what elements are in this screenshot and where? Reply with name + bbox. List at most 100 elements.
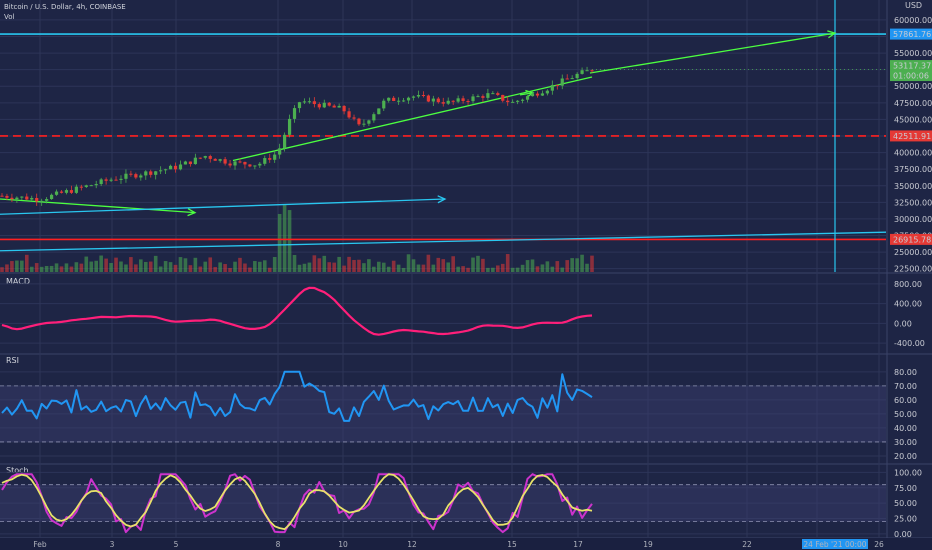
volume-bar-57 <box>282 204 287 272</box>
volume-bar-32 <box>158 266 163 272</box>
volume-bar-78 <box>386 266 391 272</box>
candle-body-100 <box>496 93 500 95</box>
volume-bar-35 <box>173 264 178 272</box>
candle-body-96 <box>476 96 480 98</box>
volume-bar-68 <box>337 256 341 272</box>
candle-body-76 <box>377 108 381 115</box>
price-tick-7: 40000.00 <box>894 149 932 158</box>
candle-body-68 <box>337 105 341 108</box>
volume-bar-45 <box>223 264 227 272</box>
price-badge-3 <box>890 130 932 142</box>
volume-bar-60 <box>297 264 302 272</box>
candle-body-35 <box>173 165 178 170</box>
candle-body-36 <box>178 164 183 170</box>
volume-bar-115 <box>570 258 574 272</box>
candle-body-81 <box>401 100 406 102</box>
candle-body-11 <box>54 191 59 195</box>
volume-bar-84 <box>416 264 421 272</box>
volume-bar-61 <box>302 263 307 272</box>
candle-body-54 <box>268 158 272 160</box>
candle-body-91 <box>451 100 455 102</box>
price-tick-10: 47500.00 <box>894 99 932 108</box>
candle-body-2 <box>10 197 14 200</box>
time-tick-5: 12 <box>407 540 417 549</box>
volume-bar-79 <box>391 260 396 272</box>
volume-bar-24 <box>119 261 123 272</box>
price-tick-6: 37500.00 <box>894 165 932 174</box>
rsi-tick-3: 50.00 <box>894 410 917 419</box>
candle-body-69 <box>342 105 346 112</box>
price-tick-9: 45000.00 <box>894 115 932 124</box>
volume-bar-55 <box>272 256 277 272</box>
stoch-tick-2: 50.00 <box>894 499 917 508</box>
trend-cyan-lower <box>0 231 887 252</box>
candle-body-98 <box>486 93 490 98</box>
volume-bar-74 <box>367 259 371 272</box>
macd-tick-0: -400.00 <box>894 339 925 348</box>
volume-bar-58 <box>287 210 292 272</box>
time-tick-7: 17 <box>573 540 583 549</box>
macd-tick-1: 0.00 <box>894 319 912 328</box>
volume-bar-21 <box>104 258 108 272</box>
candle-body-111 <box>550 84 554 91</box>
candle-body-101 <box>501 94 505 101</box>
volume-bar-108 <box>535 266 540 272</box>
price-tick-0: 22500.00 <box>894 265 932 274</box>
candle-body-12 <box>59 191 64 193</box>
stoch-d-line <box>1 473 593 530</box>
trend-green-projection <box>589 32 836 74</box>
volume-bar-64 <box>317 258 322 272</box>
candle-body-22 <box>109 179 113 181</box>
candle-body-84 <box>416 95 421 97</box>
date-badge-text: 24 Feb '21 00:00 <box>803 540 866 549</box>
volume-bar-26 <box>129 257 133 272</box>
trend-green-small <box>519 92 534 96</box>
price-badge-2 <box>890 70 932 82</box>
candle-body-60 <box>297 102 302 109</box>
candle-body-38 <box>188 161 193 165</box>
candle-body-70 <box>347 111 351 118</box>
volume-bar-4 <box>20 260 24 272</box>
candle-body-119 <box>590 70 594 72</box>
volume-bar-46 <box>228 267 232 272</box>
candle-body-20 <box>99 179 103 185</box>
volume-bar-76 <box>377 261 381 272</box>
candle-body-3 <box>15 197 19 200</box>
indicators <box>1 286 593 534</box>
time-axis: Feb358101215171922242624 Feb '21 00:00 <box>0 538 932 550</box>
price-axis: 22500.0025000.0027500.0030000.0032500.00… <box>890 1 932 539</box>
trend-lines <box>0 0 887 272</box>
volume-bar-28 <box>139 259 143 272</box>
candle-body-50 <box>248 164 252 167</box>
price-tick-4: 32500.00 <box>894 198 932 207</box>
candle-body-63 <box>312 101 316 105</box>
stoch-tick-3: 75.00 <box>894 484 917 493</box>
candle-body-71 <box>352 117 356 119</box>
candles <box>0 66 594 206</box>
candle-body-116 <box>575 73 579 79</box>
candle-body-45 <box>223 159 227 164</box>
candle-body-31 <box>154 171 158 175</box>
candle-body-95 <box>471 96 475 102</box>
candle-body-46 <box>228 163 232 166</box>
candle-body-90 <box>446 100 450 104</box>
volume-bar-27 <box>134 264 138 272</box>
candle-body-19 <box>94 184 98 186</box>
volume-bar-93 <box>461 266 465 272</box>
volume-bar-12 <box>59 266 64 272</box>
volume-bar-71 <box>352 259 356 272</box>
volume-bar-119 <box>590 255 594 272</box>
candle-body-109 <box>540 93 545 96</box>
volume-bar-100 <box>495 265 500 272</box>
volume-bar-92 <box>456 266 460 272</box>
price-badge-text-2: 01:00:06 <box>893 72 929 81</box>
volume-bar-96 <box>476 255 480 272</box>
volume-bar-16 <box>79 263 84 272</box>
volume-bar-20 <box>99 255 103 272</box>
volume-bar-83 <box>411 259 416 272</box>
candle-body-13 <box>64 190 69 193</box>
volume-bar-99 <box>491 267 495 272</box>
trend-green-main <box>232 76 593 162</box>
